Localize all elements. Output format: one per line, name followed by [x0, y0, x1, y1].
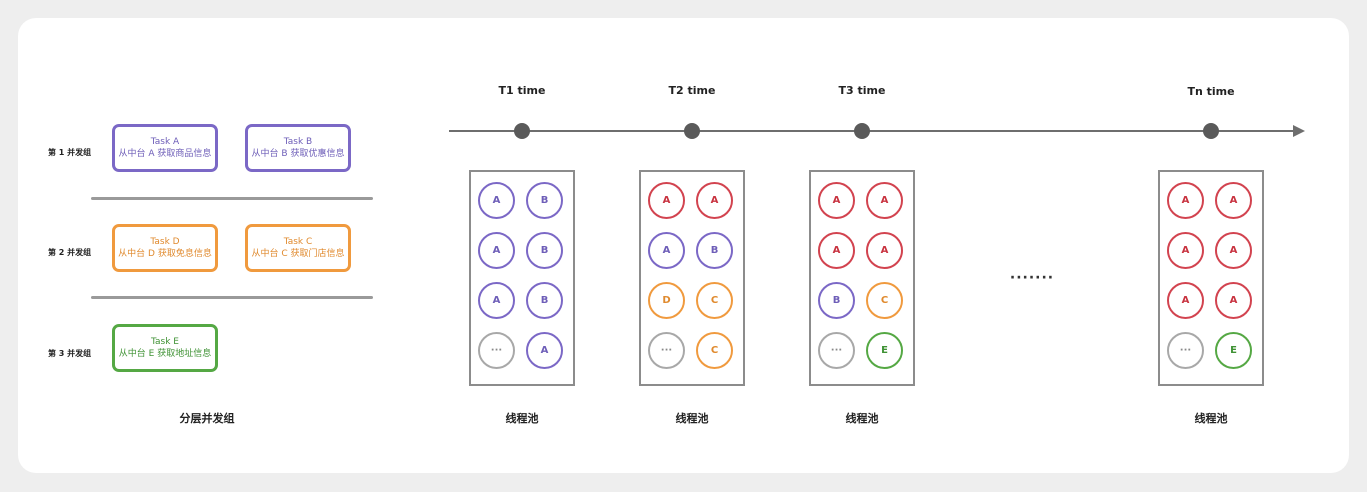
thread-slot: A — [818, 182, 855, 219]
timeline-label-t1: T1 time — [498, 84, 546, 97]
task-e-title: Task E — [151, 337, 179, 347]
thread-slot: A — [1167, 282, 1204, 319]
task-c-box: Task C 从中台 C 获取门店信息 — [245, 224, 351, 272]
thread-slot: A — [478, 232, 515, 269]
timeline-label-t3: T3 time — [838, 84, 886, 97]
task-c-desc: 从中台 C 获取门店信息 — [251, 249, 345, 259]
thread-pool-1 — [469, 170, 575, 386]
thread-slot: D — [648, 282, 685, 319]
thread-slot: A — [696, 182, 733, 219]
thread-slot: C — [866, 282, 903, 319]
task-b-desc: 从中台 B 获取优惠信息 — [251, 149, 345, 159]
thread-pool-2 — [639, 170, 745, 386]
layered-groups-caption: 分层并发组 — [179, 412, 235, 425]
thread-slot: A — [1215, 182, 1252, 219]
task-d-box: Task D 从中台 D 获取免息信息 — [112, 224, 218, 272]
timeline-dot-tn — [1203, 123, 1219, 139]
thread-slot: C — [696, 282, 733, 319]
thread-slot: A — [1167, 182, 1204, 219]
timeline-gap-ellipsis: ······· — [1009, 270, 1055, 286]
thread-slot: A — [648, 182, 685, 219]
thread-slot: B — [526, 182, 563, 219]
thread-pool-caption: 线程池 — [505, 412, 539, 425]
task-c-title: Task C — [283, 237, 313, 247]
task-e-box: Task E 从中台 E 获取地址信息 — [112, 324, 218, 372]
timeline-dot-t2 — [684, 123, 700, 139]
group-separator-2 — [91, 296, 373, 299]
thread-slot: ··· — [1167, 332, 1204, 369]
task-a-box: Task A 从中台 A 获取商品信息 — [112, 124, 218, 172]
group-3-label: 第 3 并发组 — [48, 349, 92, 358]
thread-slot: E — [1215, 332, 1252, 369]
thread-slot: A — [1215, 232, 1252, 269]
group-separator-1 — [91, 197, 373, 200]
thread-slot: A — [648, 232, 685, 269]
thread-slot: A — [526, 332, 563, 369]
thread-slot: B — [818, 282, 855, 319]
thread-slot: A — [818, 232, 855, 269]
thread-slot: ··· — [478, 332, 515, 369]
timeline-label-t2: T2 time — [668, 84, 716, 97]
thread-slot: E — [866, 332, 903, 369]
timeline-dot-t3 — [854, 123, 870, 139]
thread-slot: C — [696, 332, 733, 369]
thread-slot: ··· — [648, 332, 685, 369]
thread-pool-3 — [809, 170, 915, 386]
task-b-title: Task B — [283, 137, 313, 147]
thread-pool-caption: 线程池 — [845, 412, 879, 425]
task-e-desc: 从中台 E 获取地址信息 — [118, 349, 212, 359]
thread-slot: A — [478, 182, 515, 219]
timeline-label-tn: Tn time — [1187, 85, 1235, 98]
thread-pool-caption: 线程池 — [1194, 412, 1228, 425]
thread-slot: B — [696, 232, 733, 269]
thread-slot: B — [526, 232, 563, 269]
task-d-desc: 从中台 D 获取免息信息 — [118, 249, 212, 259]
thread-slot: ··· — [818, 332, 855, 369]
thread-slot: A — [478, 282, 515, 319]
group-2-label: 第 2 并发组 — [48, 248, 92, 257]
group-1-label: 第 1 并发组 — [48, 148, 92, 157]
timeline-dot-t1 — [514, 123, 530, 139]
thread-pool-4 — [1158, 170, 1264, 386]
task-d-title: Task D — [150, 237, 180, 247]
task-a-title: Task A — [150, 137, 180, 147]
thread-slot: A — [1215, 282, 1252, 319]
thread-slot: B — [526, 282, 563, 319]
thread-pool-caption: 线程池 — [675, 412, 709, 425]
task-b-box: Task B 从中台 B 获取优惠信息 — [245, 124, 351, 172]
thread-slot: A — [866, 232, 903, 269]
thread-slot: A — [866, 182, 903, 219]
task-a-desc: 从中台 A 获取商品信息 — [118, 149, 212, 159]
timeline-arrowhead — [1293, 125, 1305, 137]
thread-slot: A — [1167, 232, 1204, 269]
